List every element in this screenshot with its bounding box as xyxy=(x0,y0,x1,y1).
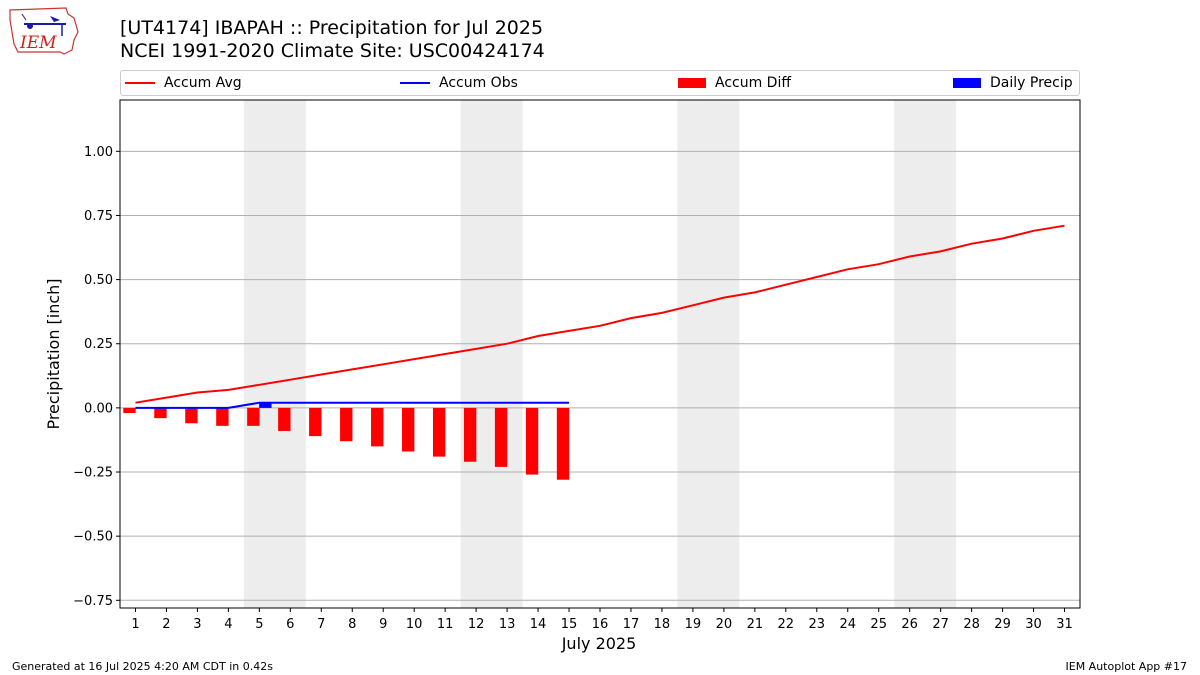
legend-swatch-accum-diff xyxy=(678,78,706,88)
accum-diff-bar xyxy=(494,407,508,467)
accum-diff-bar xyxy=(216,407,229,426)
accum-diff-bars xyxy=(123,407,570,480)
accum-diff-bar xyxy=(340,407,353,442)
accum-diff-bar xyxy=(463,407,477,462)
x-tick-label: 16 xyxy=(592,617,609,632)
x-tick-label: 20 xyxy=(716,617,733,632)
x-tick-label: 27 xyxy=(932,617,949,632)
weekend-band-2 xyxy=(460,100,523,608)
accum-diff-bar xyxy=(402,407,415,452)
accum-obs-line xyxy=(135,401,569,409)
footer-app-label: IEM Autoplot App #17 xyxy=(1065,660,1188,673)
x-tick-label: 23 xyxy=(809,617,826,632)
accum-diff-bar xyxy=(556,407,570,480)
legend-swatch-daily-precip xyxy=(953,78,981,88)
y-tick-label: 0.75 xyxy=(84,209,113,224)
x-axis-ticks: 1 2 3 4 5 6 7 8 9 10 11 12 13 14 15 16 17 18 19 20 21 22 23 24 2… xyxy=(131,608,1073,632)
x-tick-label: 28 xyxy=(963,617,980,632)
x-tick-label: 14 xyxy=(530,617,547,632)
x-tick-label: 10 xyxy=(406,617,423,632)
legend-swatch-accum-obs xyxy=(400,82,430,84)
y-axis-ticks: −0.75 −0.50 −0.25 0.00 0.25 0.50 0.75 1.00 xyxy=(73,145,120,609)
daily-precip-bar xyxy=(259,402,272,408)
x-tick-label: 18 xyxy=(654,617,671,632)
accum-diff-bar xyxy=(123,407,136,414)
x-tick-label: 6 xyxy=(286,617,294,632)
weekend-band-4 xyxy=(894,100,957,608)
y-tick-label: 0.25 xyxy=(84,337,113,352)
accum-diff-bar xyxy=(525,407,539,475)
x-tick-label: 11 xyxy=(437,617,454,632)
accum-avg-line xyxy=(135,224,1065,404)
weekend-bands xyxy=(243,100,957,608)
x-tick-label: 3 xyxy=(193,617,201,632)
legend-item-accum-avg: Accum Avg xyxy=(125,71,242,95)
legend: Accum Avg Accum Obs Accum Diff Daily Pre… xyxy=(120,70,1080,96)
x-tick-label: 8 xyxy=(348,617,356,632)
legend-swatch-accum-avg xyxy=(125,82,155,84)
weekend-band-1 xyxy=(243,100,306,608)
x-tick-label: 31 xyxy=(1056,617,1073,632)
accum-diff-bar xyxy=(278,407,291,431)
x-tick-label: 30 xyxy=(1025,617,1042,632)
y-tick-label: −0.75 xyxy=(73,594,113,609)
y-tick-label: −0.50 xyxy=(73,530,113,545)
x-tick-label: 12 xyxy=(468,617,485,632)
y-tick-label: 0.00 xyxy=(84,401,113,416)
accum-diff-bar xyxy=(371,407,384,447)
x-tick-label: 29 xyxy=(994,617,1011,632)
x-tick-label: 25 xyxy=(870,617,887,632)
accum-diff-bar xyxy=(309,407,322,437)
weekend-band-3 xyxy=(677,100,740,608)
legend-label-accum-diff: Accum Diff xyxy=(715,75,792,91)
legend-item-accum-diff: Accum Diff xyxy=(678,71,791,95)
legend-label-daily-precip: Daily Precip xyxy=(990,75,1073,91)
legend-item-daily-precip: Daily Precip xyxy=(953,71,1073,95)
legend-label-accum-avg: Accum Avg xyxy=(164,75,242,91)
accum-diff-bar xyxy=(432,407,446,457)
x-tick-label: 7 xyxy=(317,617,325,632)
footer-generated-text: Generated at 16 Jul 2025 4:20 AM CDT in … xyxy=(12,660,273,673)
accum-diff-bar xyxy=(247,407,260,426)
accum-diff-bar xyxy=(154,407,167,419)
iem-logo: IEM xyxy=(8,6,80,62)
x-tick-label: 26 xyxy=(901,617,918,632)
x-tick-label: 22 xyxy=(778,617,795,632)
y-tick-label: 1.00 xyxy=(84,145,113,160)
chart-title: [UT4174] IBAPAH :: Precipitation for Jul… xyxy=(120,17,544,39)
x-tick-label: 21 xyxy=(747,617,764,632)
y-tick-label: 0.50 xyxy=(84,273,113,288)
y-axis-label: Precipitation [inch] xyxy=(44,278,63,429)
x-tick-label: 17 xyxy=(623,617,640,632)
x-tick-label: 24 xyxy=(839,617,856,632)
x-tick-label: 1 xyxy=(131,617,139,632)
legend-item-accum-obs: Accum Obs xyxy=(400,71,518,95)
daily-precip-bars xyxy=(259,402,272,408)
x-tick-label: 15 xyxy=(561,617,578,632)
accum-diff-bar xyxy=(185,407,198,424)
legend-label-accum-obs: Accum Obs xyxy=(439,75,518,91)
x-tick-label: 4 xyxy=(224,617,232,632)
logo-text: IEM xyxy=(19,33,57,53)
x-tick-label: 19 xyxy=(685,617,702,632)
chart-subtitle: NCEI 1991-2020 Climate Site: USC00424174 xyxy=(120,40,545,62)
series-lines xyxy=(135,224,1065,409)
x-tick-label: 13 xyxy=(499,617,516,632)
x-tick-label: 9 xyxy=(379,617,387,632)
x-tick-label: 2 xyxy=(162,617,170,632)
x-axis-label: July 2025 xyxy=(561,634,637,653)
y-tick-label: −0.25 xyxy=(73,466,113,481)
x-tick-label: 5 xyxy=(255,617,263,632)
